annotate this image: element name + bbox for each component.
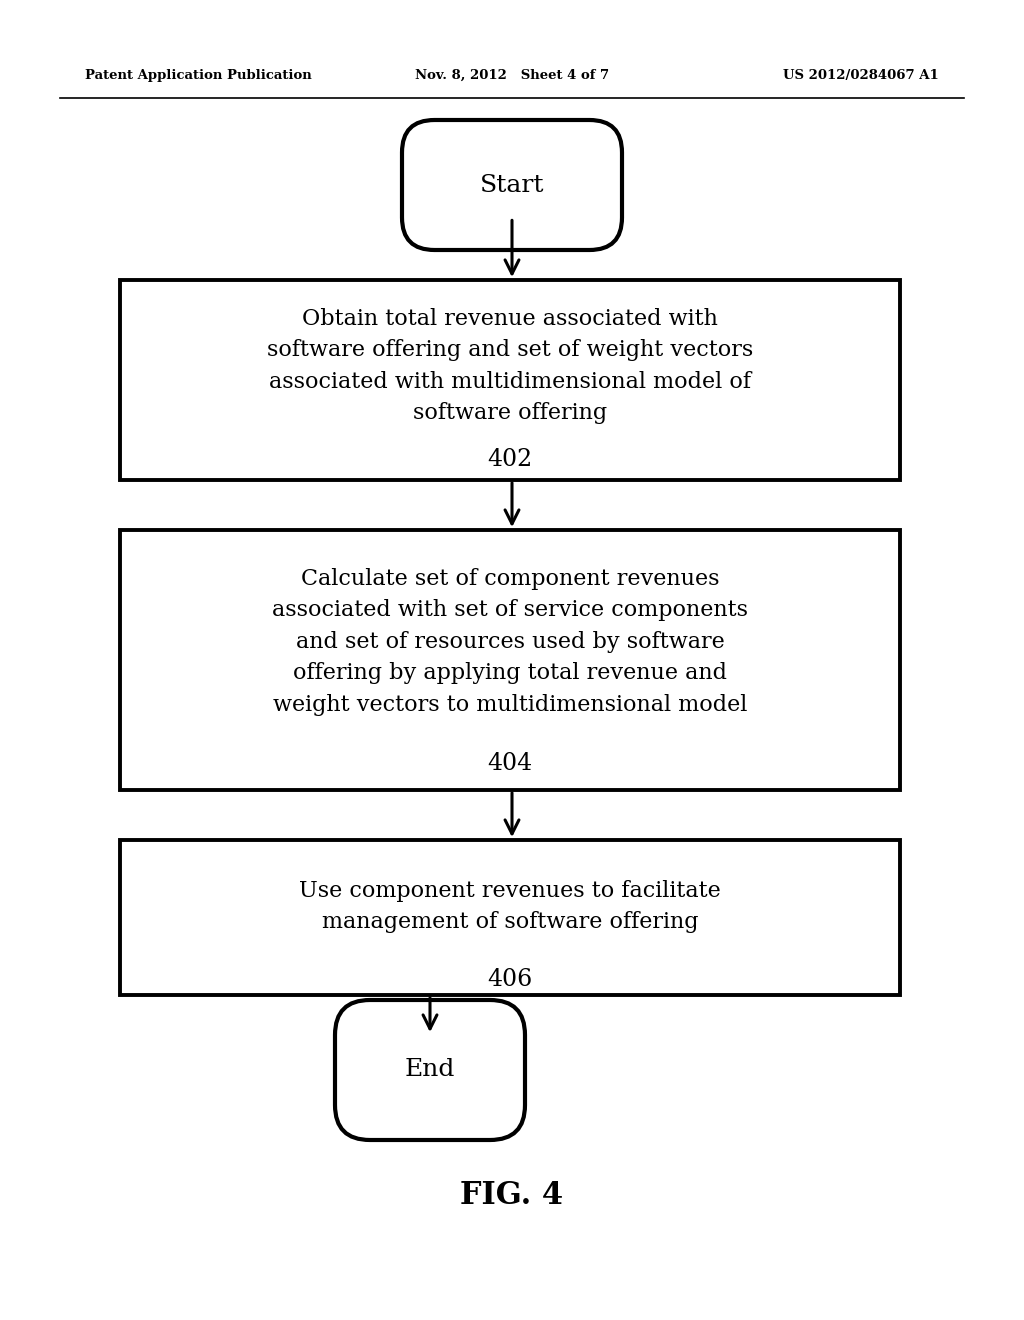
Text: FIG. 4: FIG. 4 [461, 1180, 563, 1210]
Text: Use component revenues to facilitate
management of software offering: Use component revenues to facilitate man… [299, 880, 721, 933]
Text: Start: Start [480, 173, 544, 197]
Text: Patent Application Publication: Patent Application Publication [85, 69, 311, 82]
Text: End: End [404, 1059, 456, 1081]
Text: 404: 404 [487, 752, 532, 776]
FancyBboxPatch shape [402, 120, 622, 249]
FancyBboxPatch shape [120, 280, 900, 480]
FancyBboxPatch shape [120, 840, 900, 995]
Text: US 2012/0284067 A1: US 2012/0284067 A1 [783, 69, 939, 82]
FancyBboxPatch shape [120, 531, 900, 789]
Text: Nov. 8, 2012   Sheet 4 of 7: Nov. 8, 2012 Sheet 4 of 7 [415, 69, 609, 82]
Text: 406: 406 [487, 968, 532, 991]
Text: Calculate set of component revenues
associated with set of service components
an: Calculate set of component revenues asso… [272, 568, 748, 715]
Text: 402: 402 [487, 449, 532, 471]
FancyBboxPatch shape [335, 1001, 525, 1140]
Text: Obtain total revenue associated with
software offering and set of weight vectors: Obtain total revenue associated with sof… [267, 308, 753, 424]
